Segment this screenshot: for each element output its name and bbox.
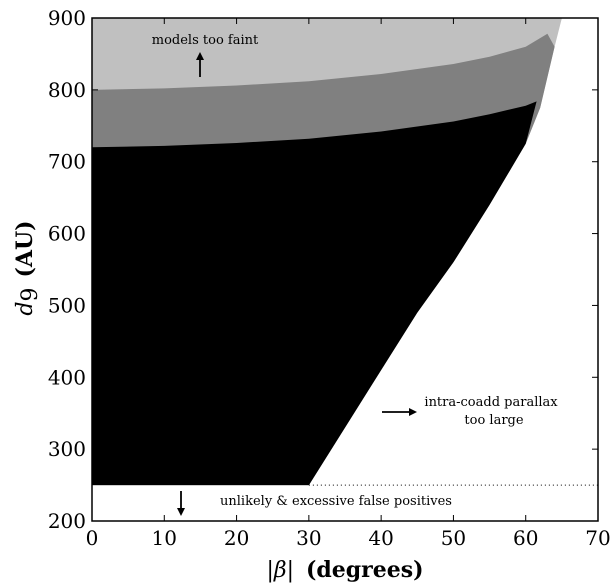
x-tick-label: 60	[513, 526, 538, 550]
y-tick-label: 400	[48, 365, 86, 389]
x-tick-label: 40	[368, 526, 393, 550]
annotation-parallax-line1: intra-coadd parallax	[424, 395, 558, 410]
annotation-parallax-line2: too large	[464, 413, 523, 428]
y-tick-label: 200	[48, 509, 86, 533]
x-axis-title: |β| (degrees)	[266, 557, 423, 583]
arrow-up	[196, 52, 204, 77]
x-tick-label: 50	[441, 526, 466, 550]
regions	[92, 18, 562, 486]
y-tick-label: 500	[48, 293, 86, 317]
y-tick-label: 900	[48, 6, 86, 30]
x-axis-units: (degrees)	[306, 557, 424, 583]
y-tick-label: 300	[48, 437, 86, 461]
y-tick-label: 600	[48, 222, 86, 246]
y-axis-units: (AU)	[12, 220, 38, 277]
ticks: 0 10 20 30 40 50 60 70 200 300 400 500 600 700 800 900	[48, 6, 610, 550]
arrow-right	[382, 408, 417, 416]
annotation-false-positives: unlikely & excessive false positives	[220, 494, 452, 509]
y-tick-label: 700	[48, 150, 86, 174]
x-tick-label: 20	[224, 526, 249, 550]
x-tick-label: 10	[152, 526, 177, 550]
x-axis-symbol: |β|	[266, 558, 294, 583]
y-axis-symbol: d	[13, 301, 38, 315]
x-tick-label: 70	[585, 526, 610, 550]
x-tick-label: 0	[86, 526, 99, 550]
plot-frame	[91, 17, 599, 522]
arrow-down	[177, 491, 185, 516]
y-tick-label: 800	[48, 78, 86, 102]
annotation-models-too-faint: models too faint	[152, 33, 259, 48]
y-axis-subscript: 9	[18, 287, 43, 301]
svg-text:d9 (AU): d9 (AU)	[12, 220, 43, 315]
region-allowed	[92, 101, 537, 486]
x-tick-label: 30	[296, 526, 321, 550]
y-axis-title: d9 (AU)	[12, 220, 43, 315]
